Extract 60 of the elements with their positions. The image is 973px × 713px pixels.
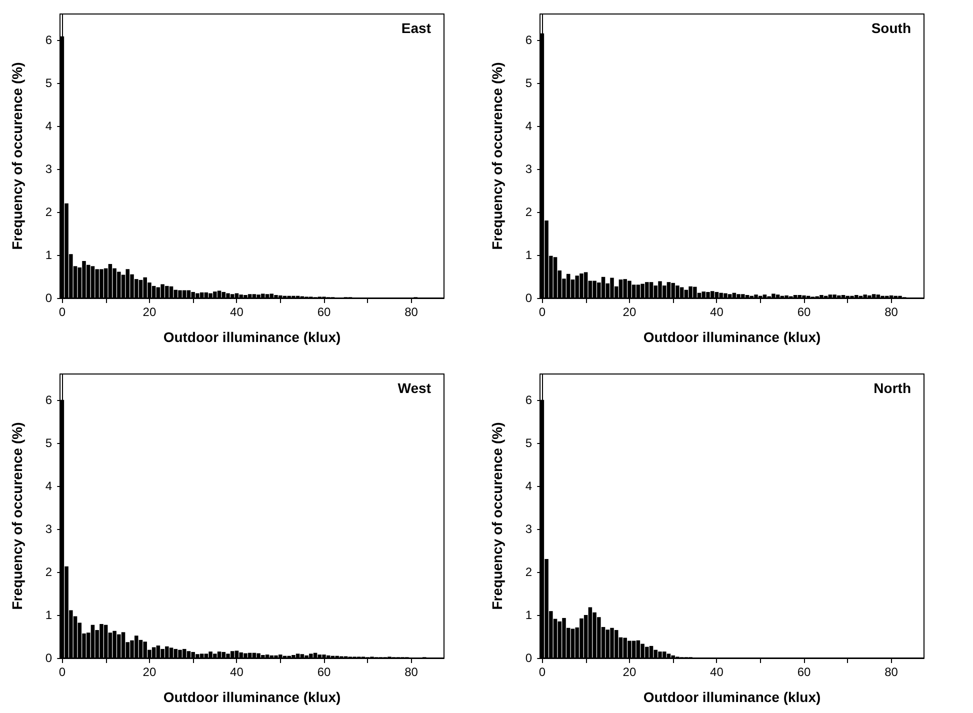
y-tick-label: 6 <box>45 32 52 47</box>
chart-title: East <box>401 20 432 36</box>
x-tick-label: 20 <box>142 665 156 679</box>
x-tick-label: 0 <box>58 305 66 319</box>
y-tick-label: 5 <box>525 76 532 90</box>
x-tick-label: 0 <box>58 665 66 679</box>
y-tick-label: 2 <box>525 564 532 579</box>
chart-title: South <box>871 20 911 36</box>
y-tick-label: 1 <box>45 608 52 622</box>
y-tick-label: 2 <box>45 204 52 219</box>
x-tick-label: 20 <box>142 305 156 319</box>
chart-title: North <box>874 380 912 396</box>
y-tick-label: 3 <box>525 522 532 536</box>
x-tick-label: 60 <box>317 305 331 319</box>
y-tick-label: 4 <box>525 118 532 133</box>
x-tick-label: 0 <box>538 665 546 679</box>
y-axis-title: Frequency of occurence (%) <box>9 422 25 610</box>
y-tick-label: 6 <box>45 392 52 407</box>
x-tick-label: 60 <box>317 665 331 679</box>
x-tick-label: 40 <box>710 665 724 679</box>
x-tick-label: 20 <box>622 665 636 679</box>
y-tick-label: 3 <box>45 162 52 176</box>
y-tick-label: 1 <box>525 608 532 622</box>
x-tick-label: 80 <box>884 665 898 679</box>
x-tick-label: 20 <box>622 305 636 319</box>
x-tick-label: 40 <box>230 665 244 679</box>
y-tick-label: 4 <box>45 478 52 493</box>
y-tick-label: 0 <box>45 291 52 305</box>
y-axis-title: Frequency of occurence (%) <box>489 62 505 250</box>
y-tick-label: 6 <box>525 32 532 47</box>
x-tick-label: 80 <box>404 305 418 319</box>
x-tick-label: 80 <box>884 305 898 319</box>
y-tick-label: 3 <box>45 522 52 536</box>
y-tick-label: 2 <box>525 204 532 219</box>
x-axis-title: Outdoor illuminance (klux) <box>163 689 341 705</box>
x-axis-title: Outdoor illuminance (klux) <box>643 329 821 345</box>
y-tick-label: 4 <box>525 478 532 493</box>
y-axis-title: Frequency of occurence (%) <box>489 422 505 610</box>
y-tick-label: 4 <box>45 118 52 133</box>
y-tick-label: 6 <box>525 392 532 407</box>
x-tick-label: 0 <box>538 305 546 319</box>
y-tick-label: 0 <box>525 291 532 305</box>
y-tick-label: 5 <box>45 436 52 450</box>
y-tick-label: 0 <box>525 651 532 665</box>
y-axis-title: Frequency of occurence (%) <box>9 62 25 250</box>
y-tick-label: 5 <box>45 76 52 90</box>
y-tick-label: 0 <box>45 651 52 665</box>
x-tick-label: 40 <box>230 305 244 319</box>
x-axis-title: Outdoor illuminance (klux) <box>643 689 821 705</box>
y-tick-label: 1 <box>45 248 52 262</box>
y-tick-label: 2 <box>45 564 52 579</box>
y-tick-label: 5 <box>525 436 532 450</box>
x-tick-label: 60 <box>797 305 811 319</box>
y-tick-label: 3 <box>525 162 532 176</box>
x-tick-label: 60 <box>797 665 811 679</box>
x-tick-label: 80 <box>404 665 418 679</box>
chart-title: West <box>398 380 432 396</box>
x-axis-title: Outdoor illuminance (klux) <box>163 329 341 345</box>
x-tick-label: 40 <box>710 305 724 319</box>
y-tick-label: 1 <box>525 248 532 262</box>
